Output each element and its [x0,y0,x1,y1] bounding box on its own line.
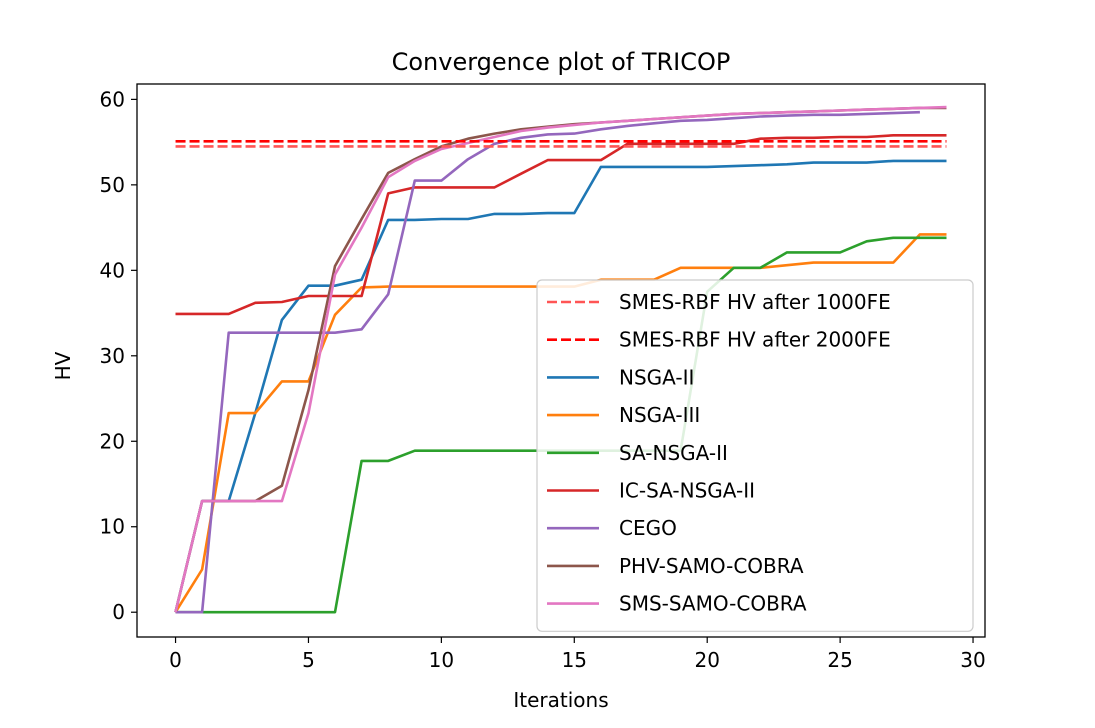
x-tick-label: 20 [694,648,719,672]
legend-label: IC-SA-NSGA-II [619,479,755,503]
x-tick-label: 10 [429,648,454,672]
legend-label: NSGA-III [619,403,700,427]
series-line-ic-sa-nsga-ii [175,134,947,316]
y-tick-label: 30 [100,344,125,368]
series-line-cego [175,110,920,614]
series-line-sms-samo-cobra [174,105,947,613]
series-line-nsga-ii [174,159,947,613]
x-axis: 0 5 10 15 20 25 30 [169,637,986,672]
y-tick-label: 10 [100,515,125,539]
legend-label: CEGO [619,516,677,540]
legend-label: SA-NSGA-II [619,441,728,465]
axes-frame [136,83,986,638]
legend-label: SMES-RBF HV after 2000FE [619,328,891,352]
legend-label: SMS-SAMO-COBRA [619,592,807,616]
y-axis-label: HV [51,351,75,380]
legend-box [536,279,974,632]
x-tick-label: 25 [827,648,852,672]
y-tick-label: 40 [100,258,125,282]
x-tick-label: 0 [169,648,182,672]
x-axis-label: Iterations [513,688,608,712]
chart-title: Convergence plot of TRICOP [392,48,731,76]
x-tick-label: 15 [562,648,587,672]
legend: SMES-RBF HV after 1000FE SMES-RBF HV afte… [536,279,974,632]
legend-label: NSGA-II [619,365,694,389]
legend-label: PHV-SAMO-COBRA [619,554,804,578]
y-tick-label: 20 [100,429,125,453]
x-tick-label: 5 [302,648,315,672]
y-tick-label: 60 [100,87,125,111]
y-tick-label: 0 [112,600,125,624]
legend-label: SMES-RBF HV after 1000FE [619,290,891,314]
x-tick-label: 30 [960,648,985,672]
y-axis: 0 10 20 30 40 50 60 [100,87,137,624]
y-tick-label: 50 [100,173,125,197]
